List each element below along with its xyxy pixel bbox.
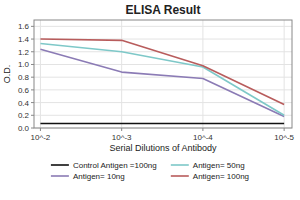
tick-label: 0.4: [18, 99, 30, 108]
legend-item: Antigen= 100ng: [171, 172, 249, 181]
tick-label: 10^-5: [274, 133, 294, 142]
grid: [34, 20, 292, 128]
legend-label: Antigen= 50ng: [193, 161, 245, 170]
tick-mark: [31, 39, 34, 40]
grid-line: [34, 51, 292, 52]
tick-mark: [31, 89, 34, 90]
tick-label: 10^-4: [193, 133, 213, 142]
series-group: [40, 39, 284, 123]
grid-line: [284, 20, 285, 128]
tick-label: 1.2: [18, 48, 30, 57]
tick-label: 0.0: [18, 124, 30, 133]
legend: Control Antigen =100ng Antigen= 10ng Antig…: [51, 161, 249, 181]
tick-mark: [31, 77, 34, 78]
tick-label: 0.8: [18, 73, 30, 82]
tick-mark: [31, 64, 34, 65]
tick-mark: [31, 26, 34, 27]
grid-line: [34, 77, 292, 78]
tick-mark: [31, 102, 34, 103]
title: ELISA Result: [126, 3, 201, 17]
legend-swatch: [171, 175, 189, 177]
tick-mark: [31, 51, 34, 52]
tick-mark: [284, 128, 285, 131]
grid-line: [34, 64, 292, 65]
series-line: [40, 39, 284, 104]
legend-swatch: [51, 164, 69, 166]
axes: 0.0 0.2 0.4 0.6 0.8 1.0 1.2 1.4 1.6 10^-2 10^-3 10^…: [18, 22, 295, 142]
series-line: [40, 44, 284, 116]
legend-label: Antigen= 100ng: [193, 172, 249, 181]
legend-label: Control Antigen =100ng: [73, 161, 157, 170]
tick-mark: [40, 128, 41, 131]
tick-label: 10^-3: [112, 133, 132, 142]
grid-line: [40, 20, 41, 128]
chart-container: 0.0 0.2 0.4 0.6 0.8 1.0 1.2 1.4 1.6 10^-2 10^-3 10^…: [0, 0, 300, 200]
chart: 0.0 0.2 0.4 0.6 0.8 1.0 1.2 1.4 1.6 10^-2 10^-3 10^…: [0, 0, 300, 200]
tick-label: 0.6: [18, 86, 30, 95]
tick-mark: [31, 115, 34, 116]
legend-item: Control Antigen =100ng: [51, 161, 157, 170]
tick-label: 1.0: [18, 60, 30, 69]
tick-mark: [202, 128, 203, 131]
tick-label: 1.6: [18, 22, 30, 31]
plot-frame: [34, 20, 292, 128]
grid-line: [34, 115, 292, 116]
tick-label: 10^-2: [31, 133, 51, 142]
legend-label: Antigen= 10ng: [73, 172, 125, 181]
grid-line: [34, 26, 292, 27]
tick-label: 1.4: [18, 35, 30, 44]
series-line: [40, 123, 284, 125]
grid-line: [202, 20, 203, 128]
legend-item: Antigen= 50ng: [171, 161, 245, 170]
legend-swatch: [51, 175, 69, 177]
legend-item: Antigen= 10ng: [51, 172, 125, 181]
legend-swatch: [171, 164, 189, 166]
tick-label: 0.2: [18, 111, 30, 120]
tick-mark: [121, 128, 122, 131]
tick-mark: [31, 128, 34, 129]
grid-line: [121, 20, 122, 128]
y-axis-label: O.D.: [2, 65, 12, 84]
x-axis-label: Serial Dilutions of Antibody: [109, 143, 217, 153]
